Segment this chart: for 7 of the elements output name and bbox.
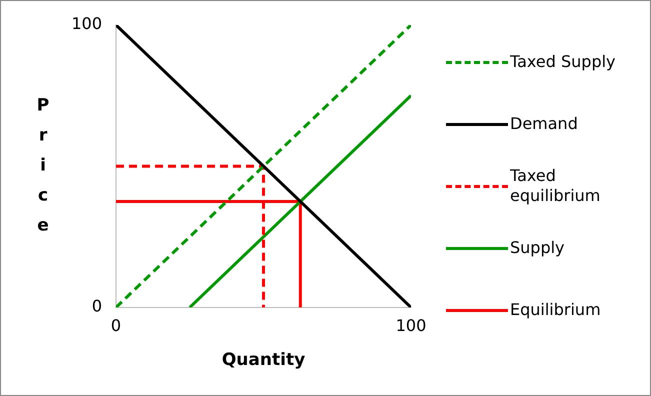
legend-label: Taxed equilibrium [510,166,602,206]
legend-label: Supply [510,238,566,258]
legend-label: Taxed Supply [510,52,617,72]
legend-label: Demand [510,114,579,134]
x-axis-title: Quantity [222,350,306,370]
legend-label: Equilibrium [510,300,602,320]
y-axis-title: Price [36,96,50,236]
